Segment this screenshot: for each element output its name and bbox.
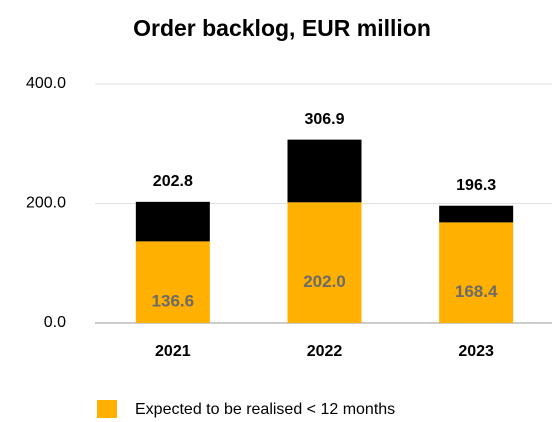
total-label: 196.3 — [456, 177, 496, 194]
x-tick-label: 2022 — [307, 343, 343, 360]
value-label: 136.6 — [152, 292, 195, 311]
y-tick-label: 0.0 — [44, 314, 66, 331]
x-tick-label: 2021 — [155, 343, 191, 360]
bar-segment — [135, 201, 210, 242]
bar-segment — [287, 202, 362, 323]
value-label: 202.0 — [303, 272, 346, 291]
bar-segment — [439, 205, 514, 223]
bar-segment — [439, 222, 514, 323]
total-label: 306.9 — [304, 111, 344, 128]
legend-swatch — [97, 400, 117, 418]
y-tick-label: 200.0 — [26, 195, 66, 212]
y-tick-label: 400.0 — [26, 75, 66, 92]
bar-segment — [135, 241, 210, 323]
value-label: 168.4 — [455, 282, 498, 301]
bar-segment — [287, 139, 362, 203]
legend-label: Expected to be realised < 12 months — [135, 401, 395, 418]
x-tick-label: 2023 — [458, 343, 494, 360]
total-label: 202.8 — [153, 173, 193, 190]
chart-title: Order backlog, EUR million — [133, 15, 431, 41]
